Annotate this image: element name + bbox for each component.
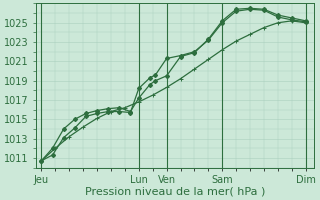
X-axis label: Pression niveau de la mer( hPa ): Pression niveau de la mer( hPa ): [85, 187, 265, 197]
